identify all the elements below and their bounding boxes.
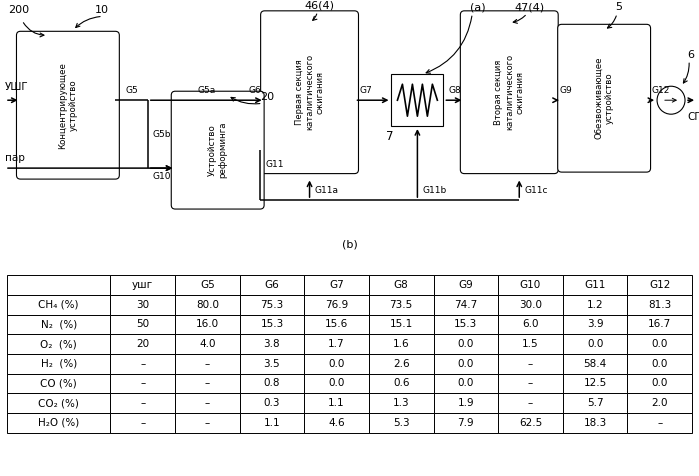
Text: G8: G8 bbox=[448, 86, 461, 95]
FancyBboxPatch shape bbox=[17, 31, 120, 179]
Text: G11b: G11b bbox=[422, 186, 447, 195]
FancyBboxPatch shape bbox=[261, 11, 359, 174]
Text: 20: 20 bbox=[261, 92, 275, 102]
Text: Концентрирующее
устройство: Концентрирующее устройство bbox=[58, 62, 78, 149]
FancyBboxPatch shape bbox=[461, 11, 559, 174]
Text: G5: G5 bbox=[125, 86, 138, 95]
Text: G11: G11 bbox=[265, 160, 284, 169]
FancyBboxPatch shape bbox=[171, 91, 264, 209]
Text: Первая секция
каталитического
сжигания: Первая секция каталитического сжигания bbox=[295, 54, 324, 130]
Text: G9: G9 bbox=[559, 86, 572, 95]
FancyBboxPatch shape bbox=[558, 24, 651, 172]
Text: G6: G6 bbox=[249, 86, 261, 95]
Bar bbox=[391, 74, 443, 126]
Text: СПГ: СПГ bbox=[687, 112, 699, 122]
Text: (a): (a) bbox=[470, 2, 485, 12]
Text: G5b: G5b bbox=[153, 129, 171, 139]
Text: Обезвоживающее
устройство: Обезвоживающее устройство bbox=[594, 57, 614, 139]
Text: Устройство
реформинга: Устройство реформинга bbox=[208, 122, 227, 178]
Text: 47(4): 47(4) bbox=[514, 2, 545, 12]
Text: 7: 7 bbox=[386, 130, 394, 143]
Text: 5: 5 bbox=[616, 2, 623, 12]
Text: G10: G10 bbox=[153, 172, 171, 181]
Text: G11a: G11a bbox=[315, 186, 338, 195]
Text: G11c: G11c bbox=[524, 186, 548, 195]
Text: 6: 6 bbox=[688, 50, 695, 60]
Text: 46(4): 46(4) bbox=[305, 0, 335, 10]
Text: пар: пар bbox=[5, 153, 25, 163]
Text: (b): (b) bbox=[342, 240, 357, 250]
Text: 200: 200 bbox=[8, 5, 29, 15]
Text: Вторая секция
каталитического
сжигания: Вторая секция каталитического сжигания bbox=[494, 54, 524, 130]
Text: G12: G12 bbox=[651, 86, 670, 95]
Text: Фиг. 5: Фиг. 5 bbox=[329, 475, 370, 476]
Text: УШГ: УШГ bbox=[5, 82, 29, 92]
Text: G7: G7 bbox=[359, 86, 373, 95]
Text: 10: 10 bbox=[95, 5, 109, 15]
Text: G5a: G5a bbox=[197, 86, 215, 95]
